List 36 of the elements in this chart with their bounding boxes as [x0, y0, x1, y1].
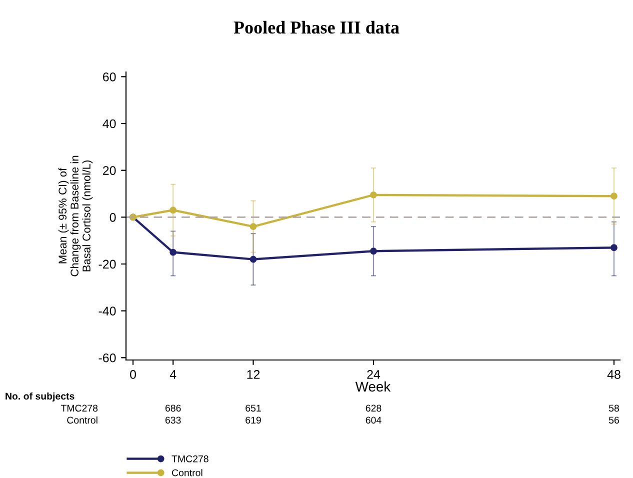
point: [170, 248, 177, 256]
y-tick-label: 20: [103, 166, 116, 175]
y-tick-label: -60: [98, 353, 116, 362]
x-tick-label: 12: [247, 370, 260, 379]
y-tick-label: 0: [110, 212, 116, 222]
x-tick-label: 48: [607, 370, 620, 379]
point: [610, 192, 618, 200]
chart-title: Pooled Phase III data: [234, 20, 400, 34]
text: 651: [246, 404, 261, 412]
x-tick-label: 24: [367, 370, 380, 379]
text: TMC278: [60, 404, 98, 412]
point: [370, 248, 377, 255]
y-axis-title: Mean (± 95% CI) of Change from Baseline in Basal Cortisol (nmol/L): [58, 156, 93, 276]
point: [250, 223, 257, 230]
text: 619: [246, 416, 261, 424]
text: 604: [366, 416, 382, 424]
text: 628: [366, 404, 382, 412]
y-tick-label: 60: [103, 72, 116, 82]
text: 56: [608, 416, 619, 424]
y-tick-label: -20: [98, 260, 116, 269]
text: No. of subjects: [6, 392, 74, 402]
legend-label: Control: [172, 469, 202, 476]
x-tick-label: 4: [170, 370, 176, 379]
text: 58: [608, 404, 619, 412]
point: [610, 244, 618, 252]
y-tick-label: -40: [98, 306, 116, 316]
legend-label: TMC278: [172, 455, 208, 462]
x-tick-label: 0: [130, 370, 136, 379]
point: [170, 206, 177, 214]
point: [250, 256, 257, 263]
text: 686: [165, 404, 181, 412]
y-tick-label: 40: [102, 119, 116, 128]
point: [370, 191, 377, 198]
text: Control: [67, 416, 98, 424]
x-axis-title: Week: [355, 381, 391, 392]
text: 633: [165, 416, 181, 424]
